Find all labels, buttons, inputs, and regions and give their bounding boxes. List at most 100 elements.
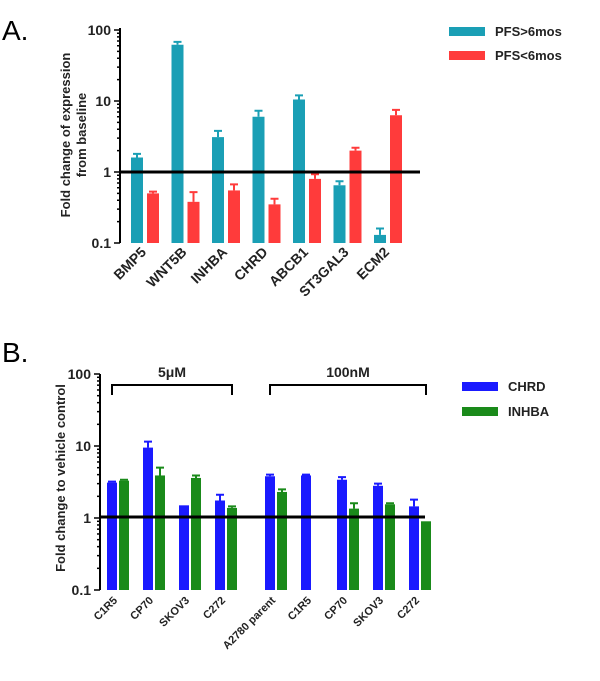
- bar-a-pfs-6mos: [268, 204, 281, 243]
- y-axis-b-tick-label: 10: [75, 438, 91, 454]
- legend-swatch-a: [449, 51, 485, 60]
- bar-b-chrd-error-bar: [302, 473, 310, 476]
- bar-a-pfs-6mos-error-bar: [376, 227, 384, 235]
- bar-b-inhba: [227, 507, 237, 590]
- x-tick-label-a: WNT5B: [143, 244, 190, 291]
- group-label: 5μM: [158, 364, 186, 380]
- bar-b-inhba: [119, 480, 129, 590]
- group-label: 100nM: [326, 364, 370, 380]
- legend-a: PFS>6mos PFS<6mos: [449, 24, 562, 63]
- y-axis-label-a-line2: from baseline: [74, 93, 89, 178]
- y-axis-label-a-line1: Fold change of expression: [58, 53, 73, 218]
- bar-a-pfs-6mos-error-bar: [254, 109, 263, 117]
- y-axis-b-tick-label: 0.1: [72, 582, 92, 598]
- bar-a-pfs-6mos: [333, 185, 346, 243]
- bar-b-chrd: [215, 500, 225, 590]
- bar-a-pfs-6mos: [212, 137, 224, 243]
- bar-a-pfs-6mos: [187, 201, 200, 243]
- y-axis-label-b: Fold change to vehicle control: [53, 384, 68, 572]
- bar-b-inhba: [277, 491, 287, 590]
- bar-a-pfs-6mos-error-bar: [173, 40, 182, 45]
- bar-b-chrd: [409, 506, 419, 590]
- bar-a-pfs-6mos: [252, 116, 265, 243]
- x-tick-label-a: BMP5: [110, 244, 149, 283]
- bar-a-pfs-6mos-error-bar: [149, 190, 157, 194]
- bar-b-inhba-error-bar: [156, 466, 164, 476]
- bar-b-chrd: [143, 447, 153, 590]
- x-tick-label-b: CP70: [128, 595, 156, 623]
- legend-label-b: CHRD: [508, 379, 546, 394]
- bar-b-inhba: [155, 475, 165, 590]
- legend-b: CHRD INHBA: [462, 379, 550, 419]
- bar-a-pfs-6mos: [374, 234, 386, 243]
- bar-a-pfs-6mos-error-bar: [392, 108, 400, 116]
- y-axis-a-tick-label: 10: [95, 93, 111, 109]
- bar-b-chrd: [107, 482, 117, 590]
- bar-a-pfs-6mos-error-bar: [270, 197, 279, 205]
- bar-a-pfs-6mos: [147, 193, 159, 243]
- bar-b-chrd-error-bar: [144, 440, 152, 448]
- bar-b-inhba: [191, 477, 201, 590]
- bar-a-pfs-6mos: [349, 150, 362, 243]
- y-axis-a-tick-label: 100: [88, 22, 112, 38]
- group-bracket: [111, 384, 233, 395]
- x-tick-label-b: CP70: [322, 595, 350, 623]
- bar-b-chrd-error-bar: [338, 476, 346, 480]
- y-axis-a-tick-label: 1: [103, 164, 111, 180]
- bar-b-inhba: [385, 504, 395, 590]
- bar-b-chrd-error-bar: [374, 482, 382, 486]
- bar-b-inhba-error-bar: [120, 478, 128, 481]
- legend-swatch-b: [462, 382, 498, 391]
- legend-label-a: PFS<6mos: [495, 48, 562, 63]
- bar-b-chrd: [179, 505, 189, 590]
- bar-b-inhba-error-bar: [350, 502, 358, 509]
- bar-a-pfs-6mos-error-bar: [230, 183, 238, 191]
- bar-a-pfs-6mos-error-bar: [351, 146, 360, 151]
- bar-a-pfs-6mos-error-bar: [133, 152, 141, 158]
- bar-b-chrd: [373, 485, 383, 590]
- chart-panel-a: A. Fold change of expression from baseli…: [2, 15, 562, 300]
- x-tick-label-b: C1R5: [92, 595, 120, 623]
- bar-b-chrd-error-bar: [108, 480, 116, 483]
- bar-a-pfs-6mos-error-bar: [214, 129, 222, 138]
- bar-a-pfs-6mos: [228, 190, 240, 243]
- x-tick-label-b: SKOV3: [157, 595, 192, 630]
- panel-label-a: A.: [2, 15, 28, 46]
- bar-b-chrd: [265, 476, 275, 590]
- group-bracket: [269, 384, 427, 395]
- bar-b-inhba-error-bar: [228, 505, 236, 508]
- x-tick-label-b: SKOV3: [351, 595, 386, 630]
- bar-a-pfs-6mos: [171, 44, 184, 243]
- x-tick-label-a: INHBA: [187, 244, 230, 287]
- bar-a-pfs-6mos: [131, 157, 143, 243]
- y-axis-a-tick-label: 0.1: [92, 235, 112, 251]
- x-tick-label-a: ECM2: [353, 244, 392, 283]
- bar-b-inhba: [349, 508, 359, 590]
- bar-b-chrd: [337, 479, 347, 590]
- bar-a-pfs-6mos: [390, 115, 402, 243]
- bar-b-inhba-error-bar: [386, 502, 394, 505]
- legend-label-a: PFS>6mos: [495, 24, 562, 39]
- legend-label-b: INHBA: [508, 404, 550, 419]
- bar-a-pfs-6mos-error-bar: [311, 173, 319, 179]
- legend-swatch-b: [462, 407, 498, 416]
- y-axis-b-tick-label: 1: [83, 510, 91, 526]
- bar-b-chrd-error-bar: [216, 493, 224, 501]
- bar-b-chrd-error-bar: [266, 473, 274, 477]
- panel-label-b: B.: [2, 337, 28, 368]
- y-axis-b-tick-label: 100: [68, 366, 92, 382]
- bar-b-inhba-error-bar: [192, 474, 200, 478]
- bar-b-inhba-error-bar: [278, 488, 286, 492]
- bar-b-chrd: [301, 475, 311, 590]
- x-tick-label-b: A2780 parent: [221, 594, 279, 652]
- bar-a-pfs-6mos-error-bar: [295, 94, 303, 100]
- bar-b-inhba: [421, 521, 431, 590]
- legend-swatch-a: [449, 27, 485, 36]
- x-tick-label-b: C272: [395, 595, 422, 622]
- chart-panel-b: B. Fold change to vehicle control 0.1 1 10…: [2, 337, 550, 652]
- x-tick-label-b: C272: [201, 595, 228, 622]
- bar-a-pfs-6mos-error-bar: [189, 191, 198, 202]
- bar-a-pfs-6mos: [309, 178, 321, 243]
- bar-a-pfs-6mos-error-bar: [335, 180, 344, 186]
